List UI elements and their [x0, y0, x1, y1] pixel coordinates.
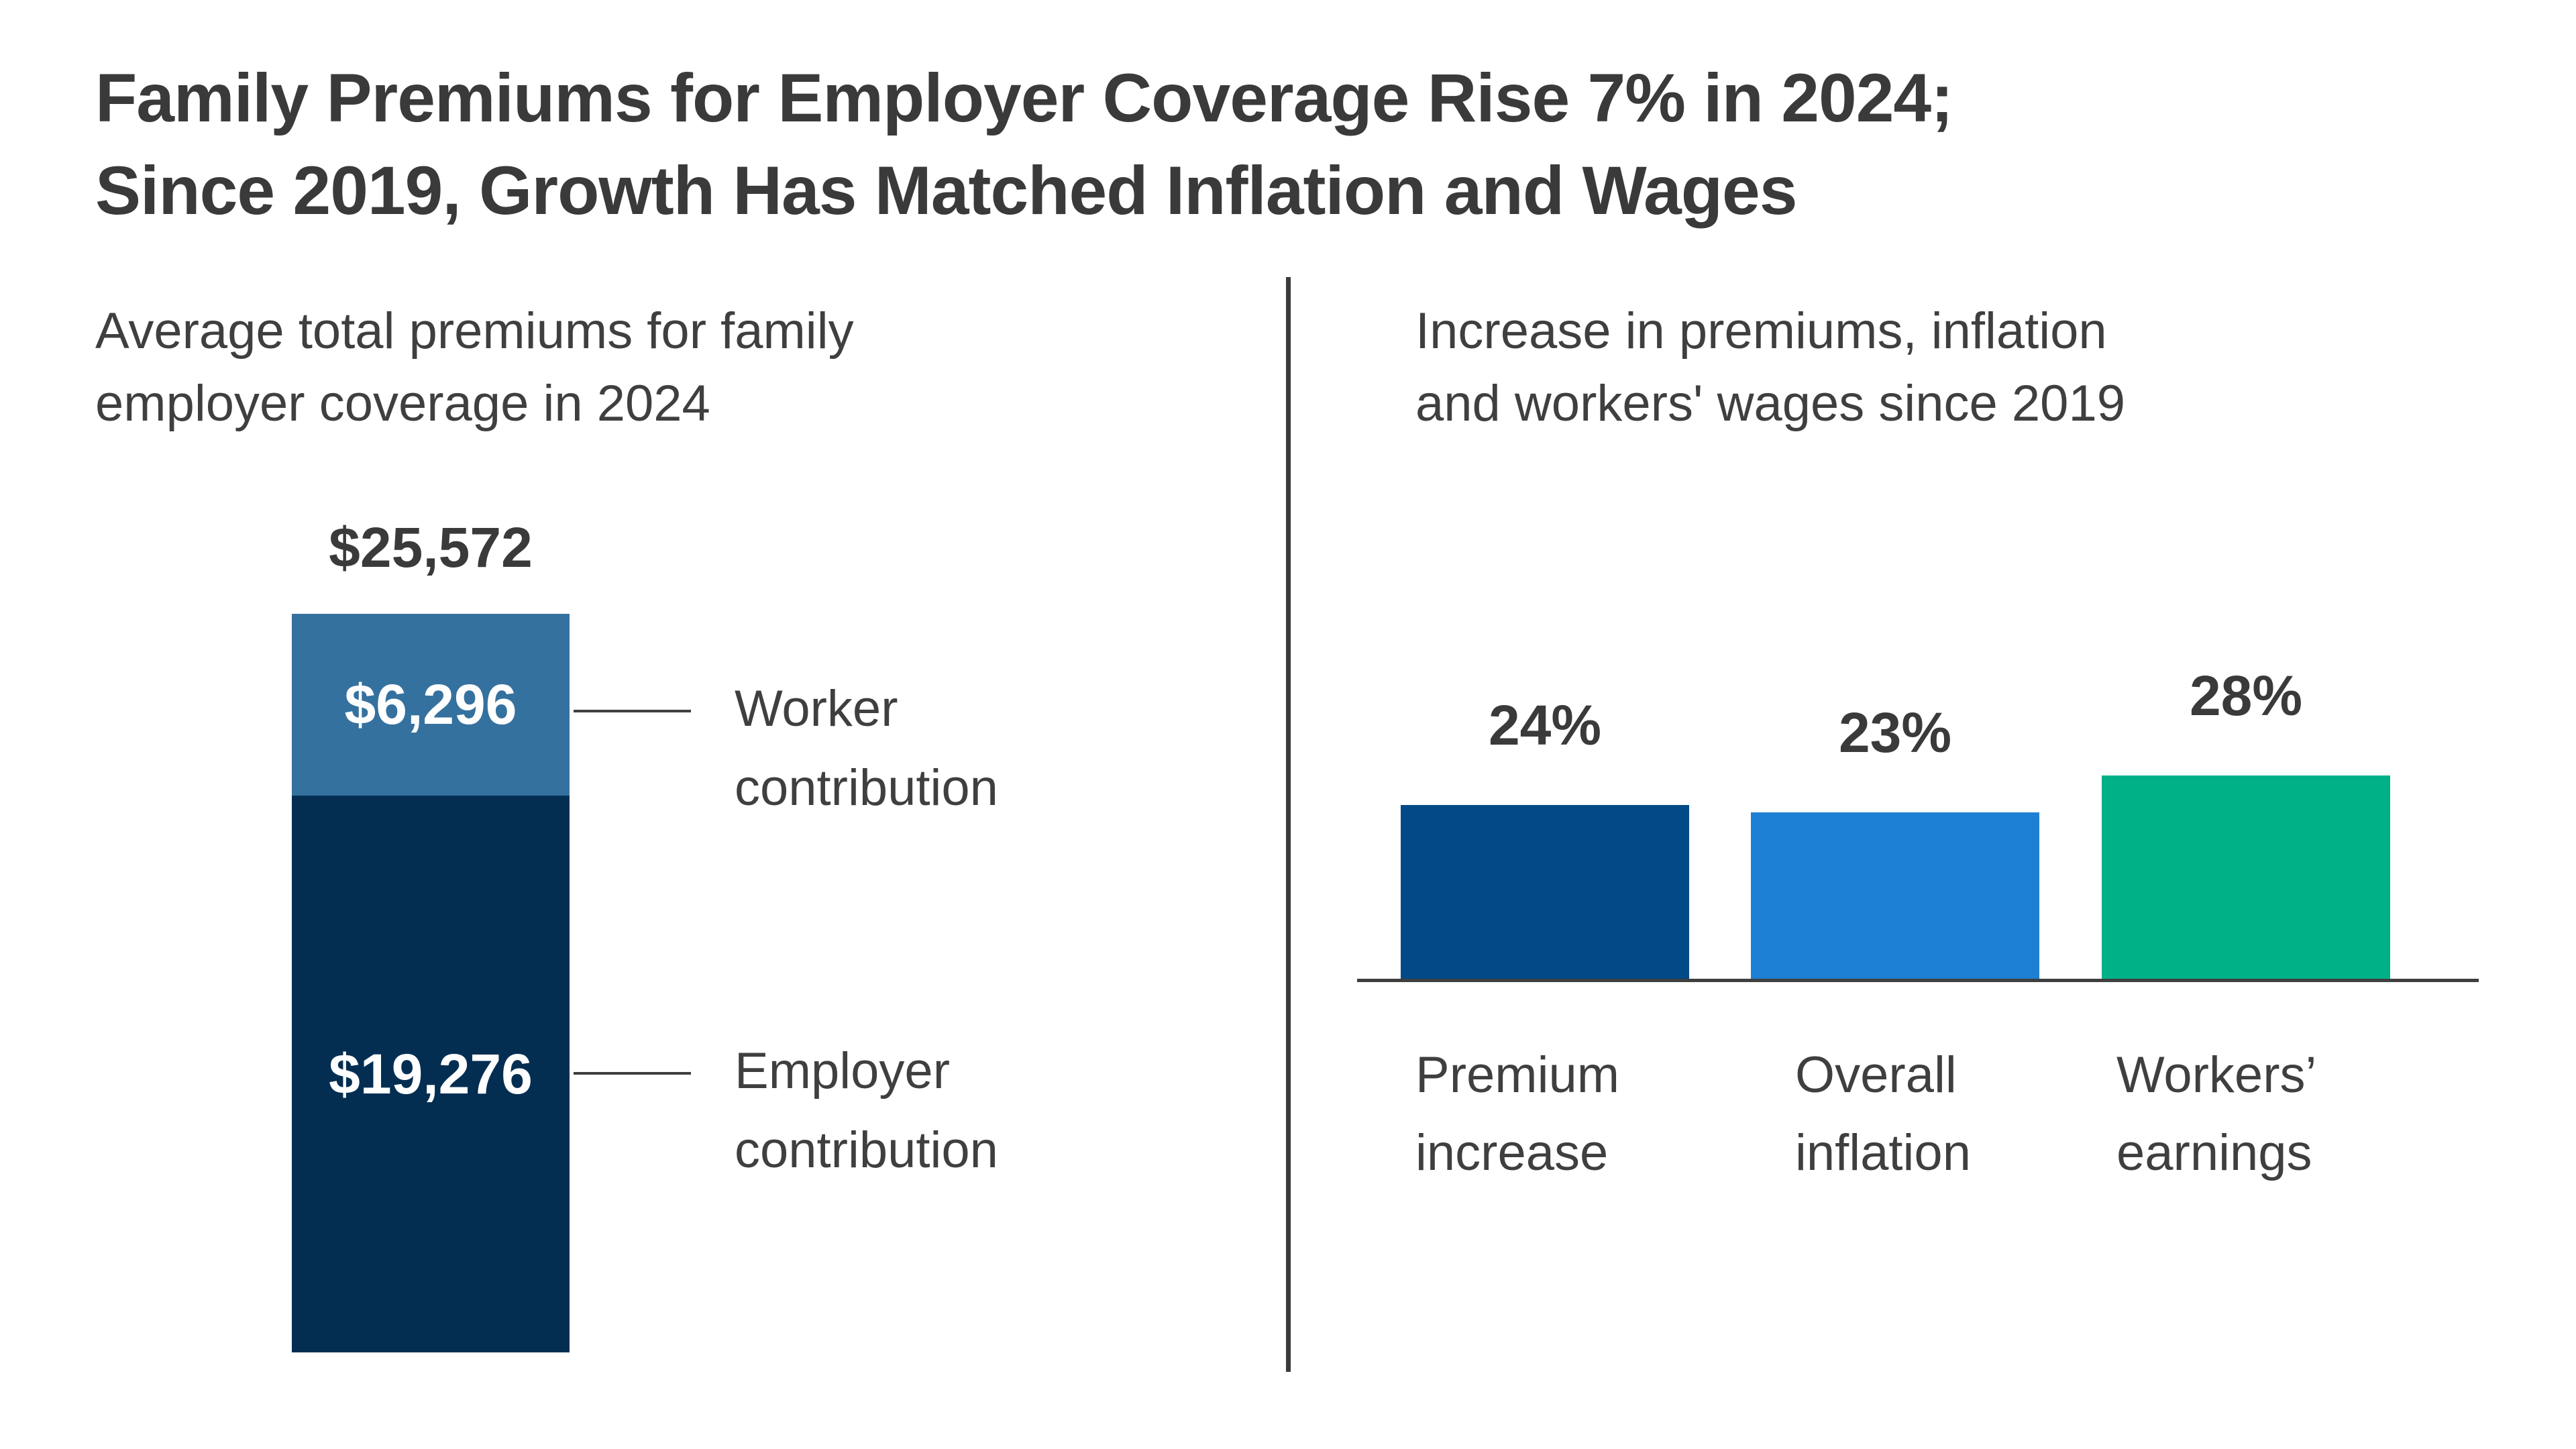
- right-subtitle-line-1: Increase in premiums, inflation: [1415, 303, 2107, 360]
- overall-inflation-bar: [1751, 812, 2039, 981]
- premium-increase-category-label: Premium increase: [1415, 1036, 1737, 1193]
- premium-increase-bar: [1401, 805, 1689, 981]
- workers-earnings-bar-column: 28%: [2102, 663, 2390, 981]
- workers-earnings-bar: [2102, 775, 2390, 981]
- left-subtitle-line-1: Average total premiums for family: [95, 303, 854, 360]
- employer-contribution-value: $19,276: [329, 1042, 533, 1106]
- chart-title-line-2: Since 2019, Growth Has Matched Inflation…: [95, 152, 1797, 229]
- worker-connector-line: [574, 710, 691, 712]
- inflation-category-line-2: inflation: [1795, 1124, 1971, 1182]
- worker-label-line-1: Worker: [735, 680, 898, 737]
- total-premium-label: $25,572: [329, 516, 533, 579]
- workers-earnings-category-label: Workers’ earnings: [2116, 1036, 2438, 1193]
- employer-contribution-segment: $19,276: [292, 796, 570, 1352]
- overall-inflation-category-label: Overall inflation: [1795, 1036, 2117, 1193]
- right-chart-subtitle: Increase in premiums, inflation and work…: [1415, 295, 2422, 440]
- employer-contribution-label: Employer contribution: [735, 1032, 1204, 1190]
- workers-earnings-value: 28%: [2189, 664, 2303, 727]
- worker-contribution-label: Worker contribution: [735, 669, 1204, 828]
- worker-contribution-value: $6,296: [344, 673, 517, 736]
- right-subtitle-line-2: and workers' wages since 2019: [1415, 374, 2125, 432]
- chart-title-line-1: Family Premiums for Employer Coverage Ri…: [95, 60, 1953, 136]
- stacked-premium-bar: $6,296 $19,276: [292, 614, 570, 1352]
- premium-increase-value: 24%: [1488, 694, 1602, 757]
- x-axis-baseline: [1357, 979, 2479, 982]
- inflation-category-line-1: Overall: [1795, 1046, 1957, 1104]
- chart-title: Family Premiums for Employer Coverage Ri…: [95, 52, 2483, 237]
- overall-inflation-value: 23%: [1838, 701, 1952, 764]
- premium-category-line-1: Premium: [1415, 1046, 1620, 1104]
- left-chart-subtitle: Average total premiums for family employ…: [95, 295, 1169, 440]
- earnings-category-line-1: Workers’: [2116, 1046, 2317, 1104]
- premium-increase-bar-column: 24%: [1401, 693, 1689, 981]
- worker-label-line-2: contribution: [735, 759, 998, 816]
- employer-connector-line: [574, 1072, 691, 1075]
- panel-divider-line: [1286, 277, 1291, 1372]
- employer-label-line-2: contribution: [735, 1121, 998, 1179]
- overall-inflation-bar-column: 23%: [1751, 700, 2039, 981]
- premium-category-line-2: increase: [1415, 1124, 1609, 1182]
- left-subtitle-line-2: employer coverage in 2024: [95, 374, 710, 432]
- earnings-category-line-2: earnings: [2116, 1124, 2312, 1182]
- worker-contribution-segment: $6,296: [292, 614, 570, 796]
- employer-label-line-1: Employer: [735, 1042, 950, 1099]
